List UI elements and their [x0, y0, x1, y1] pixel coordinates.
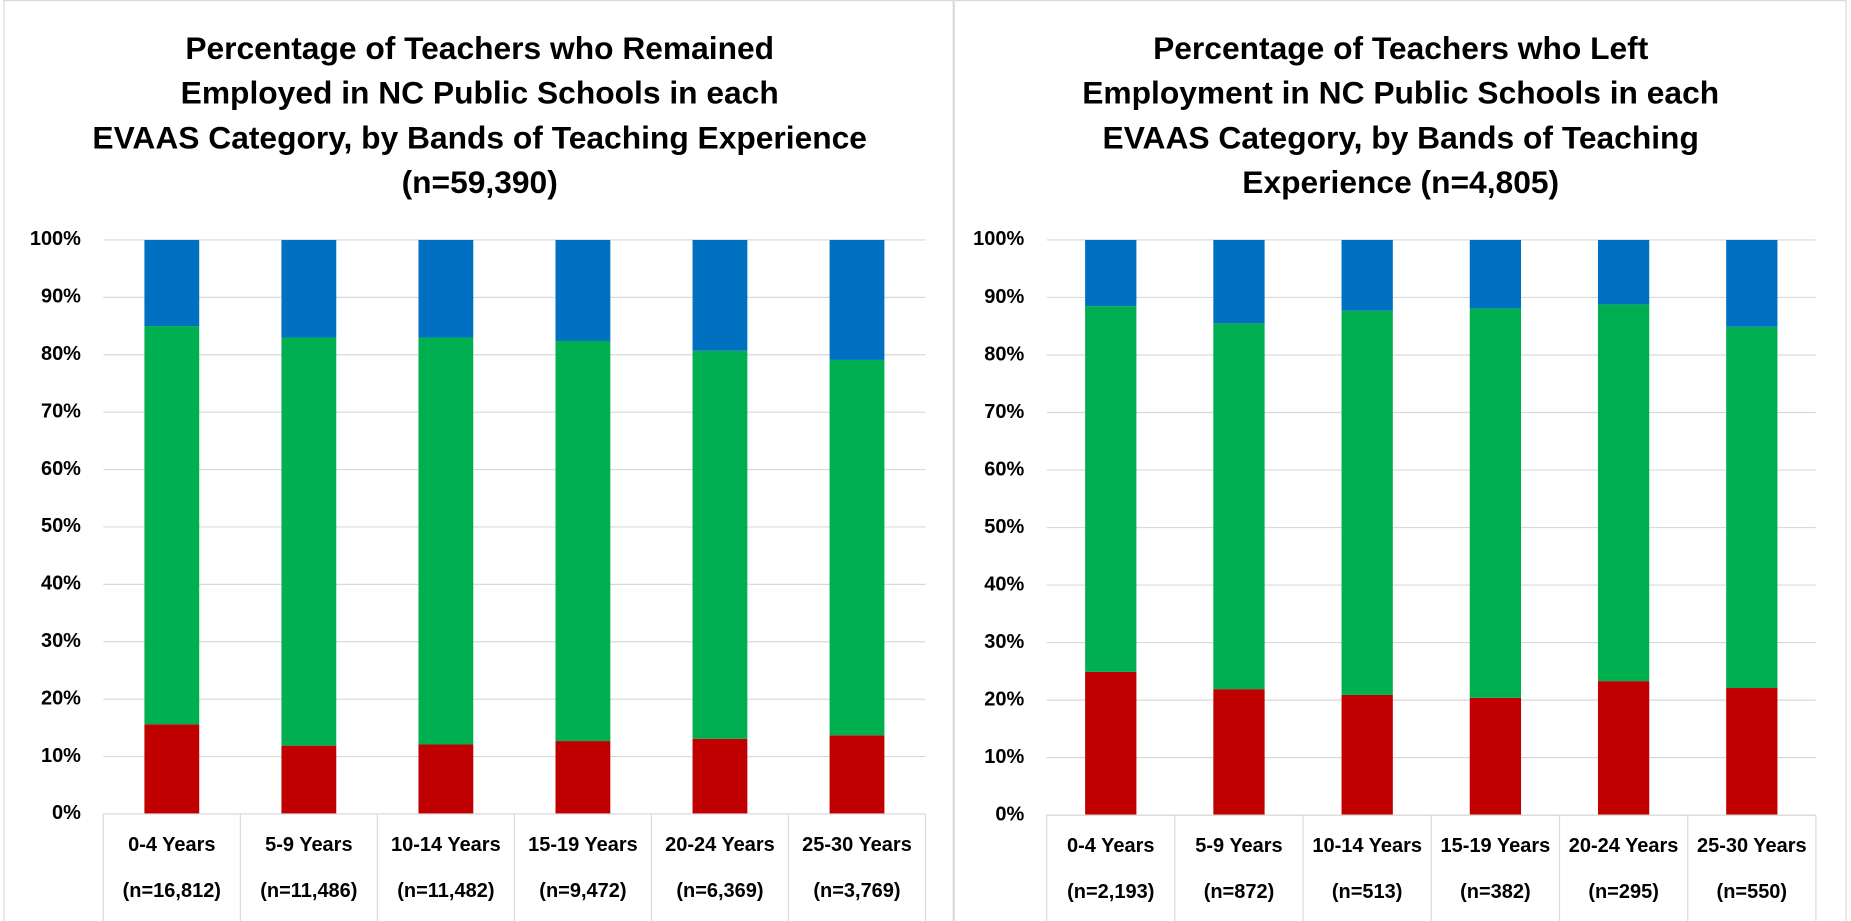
bar-segment [1341, 694, 1393, 816]
bar-segment [1597, 304, 1650, 682]
bar-segment [1341, 310, 1393, 695]
x-tick-note: (n=382) [1460, 881, 1531, 903]
bar-segment [1597, 681, 1650, 816]
bar-segment [1469, 239, 1522, 309]
x-tick-label: 0-4 Years [1067, 835, 1154, 857]
x-tick-label: 20-24 Years [665, 834, 775, 856]
x-tick-note: (n=550) [1717, 881, 1788, 903]
y-tick-label: 0% [52, 802, 81, 824]
chart-title: (n=59,390) [402, 164, 558, 200]
x-tick-label: 25-30 Years [1697, 835, 1807, 857]
y-tick-label: 70% [984, 401, 1024, 423]
bar-segment [1213, 323, 1265, 690]
y-tick-label: 40% [984, 573, 1024, 595]
y-tick-label: 20% [41, 687, 81, 709]
y-tick-label: 60% [984, 458, 1024, 480]
bar-segment [281, 337, 337, 746]
bar-segment [1085, 239, 1137, 307]
bar-segment [692, 738, 748, 814]
y-tick-label: 100% [973, 228, 1024, 250]
x-tick-label: 20-24 Years [1569, 835, 1679, 857]
bar-segment [1726, 239, 1778, 327]
bar-segment [829, 359, 885, 736]
y-tick-label: 50% [984, 516, 1024, 538]
bar-segment [692, 350, 748, 739]
bar-segment [144, 239, 200, 327]
bar-segment [1213, 239, 1265, 324]
bar-segment [281, 239, 337, 338]
y-tick-label: 30% [41, 630, 81, 652]
y-tick-label: 50% [41, 515, 81, 537]
bar-segment [1597, 239, 1650, 305]
x-tick-note: (n=295) [1588, 881, 1659, 903]
bar-segment [1085, 671, 1137, 816]
bar-segment [1726, 688, 1778, 816]
x-tick-note: (n=11,486) [260, 880, 357, 902]
bar-segment [281, 745, 337, 814]
y-tick-label: 90% [41, 286, 81, 308]
chart-title: Experience (n=4,805) [1242, 164, 1559, 200]
panel-border [953, 0, 1847, 921]
x-tick-note: (n=513) [1332, 881, 1403, 903]
x-tick-label: 5-9 Years [265, 834, 352, 856]
bar-segment [1085, 306, 1137, 672]
bar-segment [555, 741, 611, 814]
bar-segment [692, 239, 748, 351]
x-tick-label: 10-14 Years [1312, 835, 1422, 857]
bar-segment [555, 340, 611, 742]
bar-segment [144, 326, 200, 725]
chart-title: EVAAS Category, by Bands of Teaching Exp… [92, 119, 867, 155]
x-tick-label: 25-30 Years [802, 834, 912, 856]
panel-border [3, 0, 954, 921]
bar-segment [1341, 239, 1393, 311]
y-tick-label: 10% [41, 745, 81, 767]
y-tick-label: 90% [984, 286, 1024, 308]
chart-title: EVAAS Category, by Bands of Teaching [1103, 119, 1699, 155]
y-tick-label: 80% [41, 343, 81, 365]
bar-segment [1213, 689, 1265, 816]
chart-title: Percentage of Teachers who Left [1153, 30, 1649, 66]
x-tick-label: 10-14 Years [391, 834, 501, 856]
bar-segment [418, 744, 474, 814]
x-tick-note: (n=16,812) [123, 880, 221, 902]
chart-title: Employed in NC Public Schools in each [181, 75, 779, 111]
x-tick-label: 0-4 Years [128, 834, 215, 856]
bar-segment [418, 239, 474, 338]
x-tick-note: (n=9,472) [539, 880, 626, 902]
y-tick-label: 30% [984, 631, 1024, 653]
y-tick-label: 10% [984, 746, 1024, 768]
bar-segment [555, 239, 611, 341]
y-tick-label: 100% [30, 228, 81, 250]
x-tick-label: 15-19 Years [528, 834, 638, 856]
bar-segment [1469, 308, 1522, 698]
x-tick-label: 15-19 Years [1441, 835, 1551, 857]
x-tick-note: (n=2,193) [1067, 881, 1154, 903]
bar-segment [144, 724, 200, 814]
x-tick-note: (n=872) [1204, 881, 1275, 903]
x-tick-note: (n=11,482) [397, 880, 494, 902]
bar-segment [418, 337, 474, 745]
y-tick-label: 80% [984, 343, 1024, 365]
x-tick-note: (n=6,369) [676, 880, 763, 902]
bar-segment [829, 735, 885, 814]
bar-segment [1469, 697, 1522, 816]
x-tick-note: (n=3,769) [813, 880, 900, 902]
y-tick-label: 40% [41, 573, 81, 595]
y-tick-label: 0% [995, 803, 1024, 825]
bar-segment [1726, 326, 1778, 689]
chart-title: Percentage of Teachers who Remained [185, 30, 774, 66]
x-tick-label: 5-9 Years [1195, 835, 1282, 857]
y-tick-label: 20% [984, 688, 1024, 710]
y-tick-label: 70% [41, 400, 81, 422]
chart-title: Employment in NC Public Schools in each [1082, 75, 1719, 111]
y-tick-label: 60% [41, 458, 81, 480]
bar-segment [829, 239, 885, 360]
